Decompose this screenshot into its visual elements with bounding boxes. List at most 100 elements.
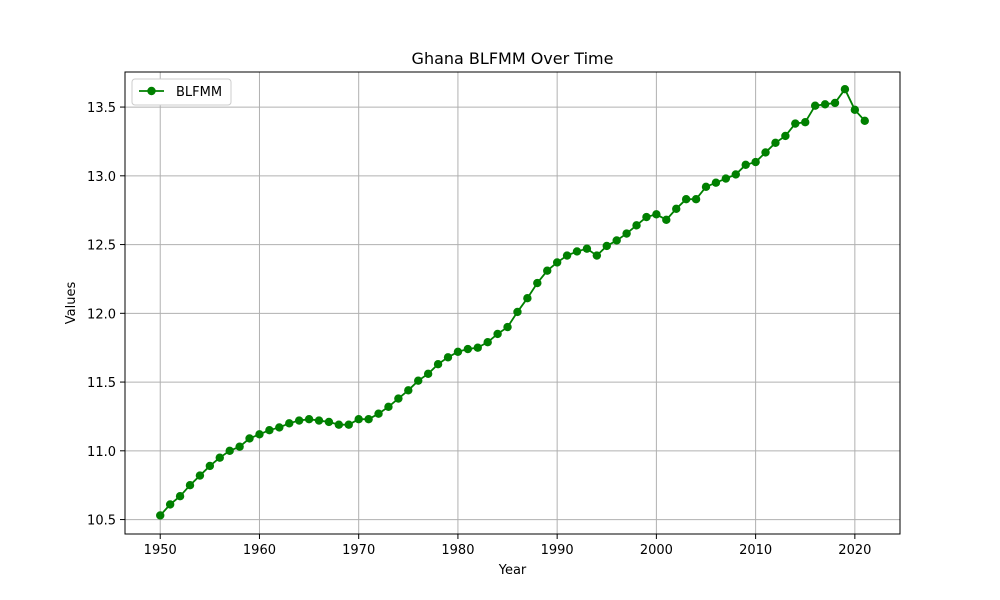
data-point bbox=[662, 215, 671, 225]
plot-frame bbox=[124, 71, 901, 535]
data-point bbox=[374, 409, 383, 418]
data-point bbox=[701, 182, 711, 192]
data-point bbox=[344, 420, 353, 429]
data-point bbox=[543, 266, 552, 275]
data-point bbox=[850, 105, 860, 115]
data-point bbox=[354, 414, 363, 424]
data-point bbox=[781, 131, 790, 141]
data-point bbox=[165, 500, 175, 509]
data-point bbox=[523, 293, 532, 303]
data-point bbox=[711, 178, 721, 187]
data-point bbox=[513, 307, 522, 317]
data-point bbox=[503, 322, 512, 332]
data-point bbox=[245, 434, 254, 443]
data-point bbox=[493, 329, 502, 339]
x-tick-label: 2020 bbox=[838, 543, 871, 558]
data-point bbox=[443, 353, 453, 362]
data-point bbox=[215, 453, 224, 462]
data-point bbox=[225, 446, 234, 456]
data-point bbox=[265, 425, 274, 435]
data-point bbox=[334, 420, 344, 429]
data-point bbox=[255, 430, 264, 439]
y-tick-label: 12.0 bbox=[87, 307, 116, 322]
x-axis-ticks: 1950 1960 1970 1980 1990 2000 2010 2020 bbox=[144, 534, 871, 558]
x-axis-label: Year bbox=[498, 563, 527, 578]
y-tick-label: 10.5 bbox=[87, 514, 116, 529]
data-point bbox=[473, 343, 482, 352]
data-point bbox=[801, 117, 810, 127]
data-point bbox=[791, 119, 800, 128]
data-point bbox=[860, 116, 869, 126]
data-point bbox=[751, 157, 760, 167]
y-tick-label: 12.5 bbox=[87, 239, 116, 254]
legend-marker bbox=[147, 86, 156, 96]
data-point bbox=[235, 442, 244, 451]
data-point bbox=[632, 221, 641, 230]
grid bbox=[125, 72, 900, 534]
data-point bbox=[533, 278, 542, 288]
data-point bbox=[175, 491, 185, 501]
series-layer bbox=[156, 84, 869, 520]
data-point bbox=[195, 471, 205, 480]
data-point bbox=[414, 376, 423, 385]
data-point bbox=[731, 170, 740, 179]
data-point bbox=[275, 423, 284, 432]
data-point bbox=[612, 236, 621, 245]
data-point bbox=[384, 402, 393, 412]
y-tick-label: 11.0 bbox=[87, 445, 116, 460]
data-point bbox=[840, 84, 850, 94]
y-axis-ticks: 10.5 11.0 11.5 12.0 12.5 13.0 13.5 bbox=[87, 101, 125, 529]
data-point bbox=[582, 244, 592, 253]
data-point bbox=[404, 386, 413, 395]
data-point bbox=[771, 138, 780, 148]
legend-box bbox=[131, 78, 232, 106]
data-point bbox=[285, 419, 294, 428]
data-point bbox=[304, 414, 314, 424]
x-tick-label: 1990 bbox=[541, 543, 574, 558]
data-point bbox=[820, 100, 830, 109]
data-point bbox=[483, 337, 492, 347]
x-tick-label: 1950 bbox=[144, 543, 177, 558]
data-point bbox=[572, 247, 582, 256]
data-point bbox=[294, 416, 304, 425]
data-point bbox=[205, 461, 215, 471]
data-point bbox=[681, 194, 691, 204]
data-point bbox=[156, 511, 165, 520]
data-point bbox=[423, 369, 433, 379]
data-point bbox=[622, 229, 631, 238]
data-point bbox=[394, 394, 403, 403]
data-point bbox=[562, 251, 572, 260]
data-point bbox=[761, 148, 770, 157]
data-point bbox=[652, 210, 661, 219]
data-point bbox=[433, 359, 443, 369]
x-tick-label: 2010 bbox=[739, 543, 772, 558]
chart-title: Ghana BLFMM Over Time bbox=[412, 49, 614, 68]
data-point bbox=[552, 258, 562, 267]
y-tick-label: 13.0 bbox=[87, 170, 116, 185]
data-point bbox=[314, 416, 324, 425]
data-point bbox=[810, 101, 820, 110]
x-tick-label: 1960 bbox=[243, 543, 276, 558]
plot-background bbox=[125, 72, 900, 534]
y-tick-label: 13.5 bbox=[87, 101, 116, 116]
data-point bbox=[463, 344, 473, 354]
data-point bbox=[672, 204, 681, 214]
data-point bbox=[185, 480, 195, 490]
data-point bbox=[642, 212, 651, 222]
y-axis-label: Values bbox=[64, 282, 79, 325]
x-tick-label: 1980 bbox=[441, 543, 474, 558]
legend: BLFMM bbox=[131, 78, 232, 106]
data-point bbox=[324, 417, 334, 427]
x-tick-label: 2000 bbox=[640, 543, 673, 558]
x-tick-label: 1970 bbox=[342, 543, 375, 558]
data-point bbox=[592, 251, 602, 260]
data-point bbox=[691, 194, 701, 204]
legend-label: BLFMM bbox=[176, 85, 222, 100]
data-point bbox=[741, 160, 750, 170]
data-point bbox=[453, 347, 463, 357]
data-point bbox=[364, 414, 373, 424]
data-point bbox=[602, 241, 611, 251]
data-point bbox=[830, 98, 840, 108]
y-tick-label: 11.5 bbox=[87, 376, 116, 391]
